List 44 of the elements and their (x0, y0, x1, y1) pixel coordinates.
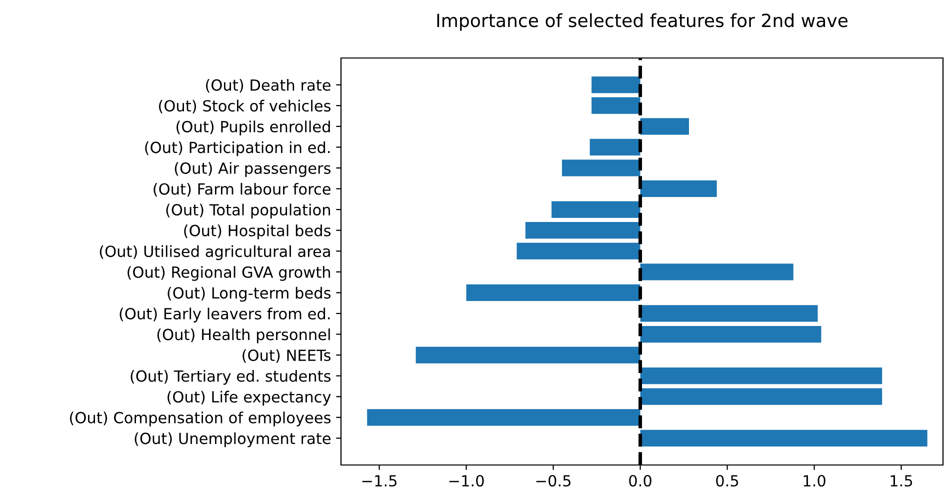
x-tick-label: −1.0 (449, 474, 484, 487)
y-tick-label: (Out) Compensation of employees (70, 412, 331, 426)
bar (640, 180, 717, 198)
x-tick-label: 0.0 (629, 474, 652, 487)
bar (525, 222, 640, 239)
y-tick-label: (Out) Hospital beds (184, 224, 331, 240)
y-tick-label: (Out) Stock of vehicles (159, 100, 331, 114)
y-tick-label: (Out) Life expectancy (168, 390, 331, 406)
bar (640, 388, 882, 405)
x-tick-label: 0.5 (716, 474, 738, 487)
bar (562, 160, 640, 176)
x-tick-label: 1.0 (804, 474, 826, 487)
y-tick-label: (Out) Death rate (206, 79, 330, 93)
y-tick-label: (Out) Participation in ed. (145, 141, 330, 156)
bar (640, 368, 882, 384)
bar (640, 264, 794, 280)
bar (592, 97, 640, 114)
x-tick-label: −0.5 (536, 474, 570, 487)
bar (367, 409, 640, 426)
y-tick-label: (Out) Total population (166, 204, 330, 219)
x-tick-label: 1.5 (890, 475, 912, 487)
y-tick-label: (Out) Long-term beds (168, 286, 331, 302)
bar (640, 430, 928, 446)
bar (640, 118, 689, 135)
bar (640, 305, 818, 322)
bar (592, 76, 640, 94)
y-tick-label: (Out) Regional GVA growth (128, 266, 330, 281)
chart-title: Importance of selected features for 2nd wave (437, 13, 848, 31)
x-tick-label: −1.5 (362, 475, 396, 487)
y-tick-label: (Out) Early leavers from ed. (120, 308, 330, 322)
bar (552, 201, 640, 218)
y-tick-label: (Out) Air passengers (174, 162, 331, 177)
y-tick-label: (Out) Pupils enrolled (176, 120, 330, 136)
y-tick-label: (Out) Tertiary ed. students (130, 370, 331, 385)
y-tick-label: (Out) Unemployment rate (134, 432, 330, 448)
bar (640, 326, 822, 343)
y-tick-label: (Out) Farm labour force (154, 182, 330, 197)
bar (466, 284, 640, 301)
y-tick-label: (Out) Health personnel (157, 328, 330, 344)
bar (516, 242, 640, 260)
bar (590, 138, 640, 156)
bar (416, 346, 640, 364)
y-tick-label: (Out) NEETs (242, 349, 331, 363)
y-tick-label: (Out) Utilised agricultural area (100, 245, 330, 260)
